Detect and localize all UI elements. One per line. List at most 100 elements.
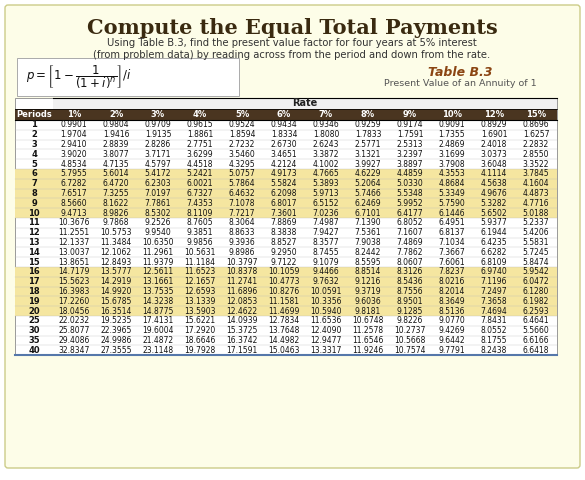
Text: 7.9038: 7.9038 [355,238,381,247]
FancyBboxPatch shape [15,306,557,316]
FancyBboxPatch shape [15,296,557,306]
Text: 4.3553: 4.3553 [439,169,466,179]
Text: 13.1339: 13.1339 [184,297,216,306]
Text: 8.3649: 8.3649 [439,297,465,306]
Text: 8.2438: 8.2438 [481,346,507,355]
Text: 9.3719: 9.3719 [355,287,381,296]
Text: 2.5771: 2.5771 [355,140,381,149]
Text: 12.5611: 12.5611 [142,267,174,276]
Text: 15.6221: 15.6221 [184,316,215,325]
Text: 5.9542: 5.9542 [522,267,549,276]
Text: 7.0197: 7.0197 [144,189,171,198]
Text: 9%: 9% [403,110,417,119]
Text: 6.4951: 6.4951 [439,218,465,228]
Text: 19.6004: 19.6004 [142,326,174,335]
Text: 4.4859: 4.4859 [397,169,424,179]
Text: 8.5302: 8.5302 [144,209,171,217]
Text: 9.4269: 9.4269 [439,326,465,335]
Text: 7.3658: 7.3658 [481,297,507,306]
Text: 5.5660: 5.5660 [522,326,549,335]
Text: 11.6546: 11.6546 [352,336,384,345]
Text: 8.0552: 8.0552 [481,326,507,335]
Text: 4.5797: 4.5797 [144,159,171,168]
Text: 5.0330: 5.0330 [397,179,424,188]
Text: 1.7591: 1.7591 [397,130,424,139]
Text: 3.7908: 3.7908 [439,159,465,168]
Text: 4.3295: 4.3295 [229,159,255,168]
Text: 11.4699: 11.4699 [269,307,300,316]
Text: 5.4172: 5.4172 [144,169,171,179]
Text: 3.2397: 3.2397 [397,150,424,159]
FancyBboxPatch shape [15,189,557,198]
Text: 6.6282: 6.6282 [481,248,507,257]
Text: 14.2919: 14.2919 [101,277,132,286]
Text: 8%: 8% [361,110,375,119]
Text: 5: 5 [31,159,37,168]
Text: 2.5313: 2.5313 [397,140,424,149]
Text: 9.4466: 9.4466 [312,267,339,276]
Text: 19.7928: 19.7928 [184,346,216,355]
Text: 10.5631: 10.5631 [184,248,216,257]
Text: 7.9427: 7.9427 [313,228,339,237]
Text: 5.0757: 5.0757 [229,169,256,179]
Text: 1.7833: 1.7833 [355,130,381,139]
Text: 14.4982: 14.4982 [269,336,300,345]
Text: 12.1062: 12.1062 [101,248,132,257]
FancyBboxPatch shape [15,109,557,120]
Text: 8.1109: 8.1109 [187,209,213,217]
Text: 9.3851: 9.3851 [187,228,214,237]
Text: 3%: 3% [151,110,165,119]
Text: 3.5460: 3.5460 [229,150,256,159]
Text: 7.8237: 7.8237 [439,267,465,276]
Text: 2: 2 [31,130,37,139]
Text: 4.6229: 4.6229 [355,169,381,179]
Text: 14.9920: 14.9920 [100,287,132,296]
Text: 12.7834: 12.7834 [269,316,300,325]
Text: 5.2064: 5.2064 [355,179,381,188]
Text: 7.6517: 7.6517 [61,189,87,198]
Text: 10: 10 [28,209,40,217]
Text: 8.8633: 8.8633 [229,228,255,237]
Text: 2.4018: 2.4018 [481,140,507,149]
Text: 2.6243: 2.6243 [313,140,339,149]
FancyBboxPatch shape [15,287,557,297]
Text: 10.2737: 10.2737 [394,326,426,335]
Text: 10.3797: 10.3797 [226,258,258,266]
Text: 1.9416: 1.9416 [103,130,129,139]
Text: 12.4622: 12.4622 [226,307,257,316]
Text: 19.5235: 19.5235 [100,316,132,325]
Text: 8.7556: 8.7556 [397,287,424,296]
FancyBboxPatch shape [15,277,557,287]
Text: 8.2014: 8.2014 [439,287,465,296]
Text: 10.5753: 10.5753 [100,228,132,237]
Text: 11.2578: 11.2578 [352,326,384,335]
Text: 9.8226: 9.8226 [397,316,423,325]
Text: 15%: 15% [526,110,546,119]
Text: 22.3965: 22.3965 [100,326,132,335]
Text: 5.7466: 5.7466 [355,189,381,198]
Text: 11.9379: 11.9379 [142,258,174,266]
Text: 13.0037: 13.0037 [58,248,90,257]
Text: 10.3676: 10.3676 [58,218,90,228]
Text: 9: 9 [31,199,37,208]
Text: 2.7232: 2.7232 [229,140,255,149]
Text: 9.2950: 9.2950 [271,248,297,257]
Text: 4%: 4% [193,110,207,119]
Text: 6.2469: 6.2469 [355,199,381,208]
Text: 8.3126: 8.3126 [397,267,423,276]
Text: 7.3601: 7.3601 [271,209,297,217]
Text: 13.5903: 13.5903 [184,307,216,316]
Text: 12%: 12% [484,110,504,119]
Text: 4.1114: 4.1114 [481,169,507,179]
Text: 10.7574: 10.7574 [394,346,426,355]
Text: 6.4632: 6.4632 [229,189,255,198]
Text: 5.8474: 5.8474 [522,258,549,266]
Text: 10.8276: 10.8276 [269,287,300,296]
Text: 16.3983: 16.3983 [58,287,90,296]
Text: 2.2832: 2.2832 [523,140,549,149]
Text: 3.3872: 3.3872 [313,150,339,159]
Text: 17.1591: 17.1591 [226,346,257,355]
Text: 8.9826: 8.9826 [103,209,129,217]
Text: 18.6646: 18.6646 [184,336,216,345]
Text: 4.4518: 4.4518 [187,159,214,168]
